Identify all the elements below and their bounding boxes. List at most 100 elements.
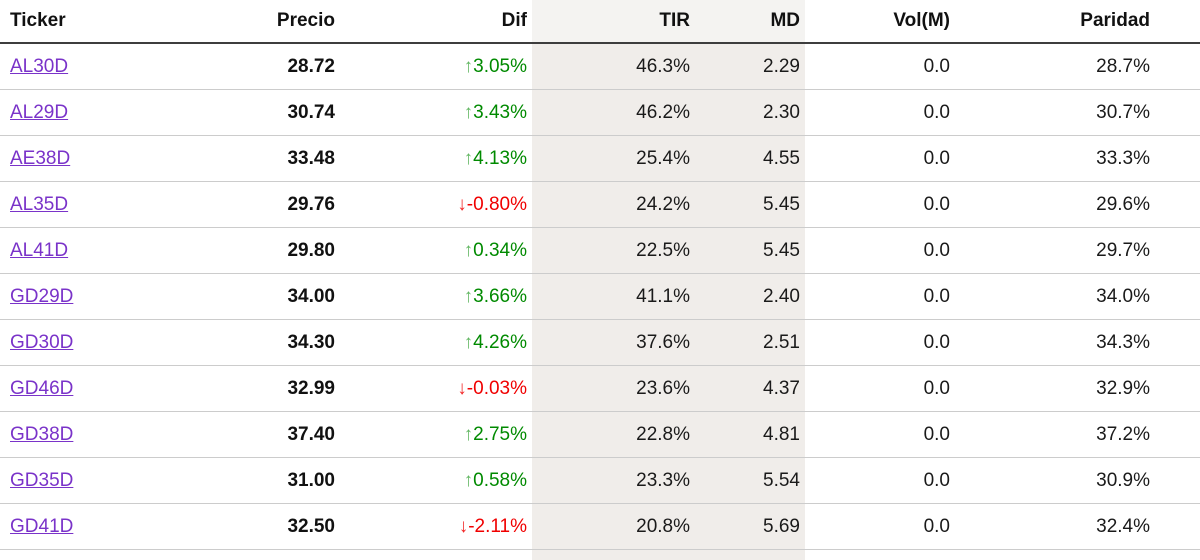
cell-paridad: 30.9% [955, 457, 1155, 504]
dif-value: 3.43% [473, 101, 527, 123]
partial-cell [805, 550, 955, 560]
row-filler [1155, 457, 1200, 504]
cell-dif: ↑2.75% [340, 411, 532, 458]
cell-precio: 34.00 [190, 273, 340, 320]
cell-vol: 0.0 [805, 43, 955, 90]
cell-paridad: 29.6% [955, 181, 1155, 228]
up-arrow-icon: ↑ [463, 285, 474, 307]
partial-cell [1155, 550, 1200, 560]
partial-cell [0, 550, 190, 560]
table-row-gd46d: GD46D 32.99 ↓-0.03% 23.6% 4.37 0.0 32.9% [0, 365, 1200, 412]
cell-paridad: 34.0% [955, 273, 1155, 320]
column-header-ticker: Ticker [0, 0, 190, 44]
column-header-vol: Vol(M) [805, 0, 955, 44]
ticker-link-gd30d[interactable]: GD30D [10, 331, 74, 353]
cell-md: 4.81 [695, 411, 805, 458]
dif-value: 0.58% [473, 469, 527, 491]
cell-paridad: 34.3% [955, 319, 1155, 366]
cell-vol: 0.0 [805, 365, 955, 412]
cell-ticker: AL35D [0, 181, 190, 228]
partial-cell [955, 550, 1155, 560]
cell-vol: 0.0 [805, 89, 955, 136]
ticker-link-gd46d[interactable]: GD46D [10, 377, 74, 399]
dif-value: 3.66% [473, 285, 527, 307]
cell-md: 5.54 [695, 457, 805, 504]
cell-ticker: GD38D [0, 411, 190, 458]
down-arrow-icon: ↓ [458, 515, 469, 537]
header-filler [1155, 0, 1200, 44]
cell-tir: 22.8% [532, 411, 695, 458]
ticker-link-gd41d[interactable]: GD41D [10, 515, 74, 537]
row-filler [1155, 181, 1200, 228]
cell-tir: 46.3% [532, 43, 695, 90]
cell-tir: 41.1% [532, 273, 695, 320]
ticker-link-al35d[interactable]: AL35D [10, 193, 69, 215]
up-arrow-icon: ↑ [463, 331, 474, 353]
cell-paridad: 28.7% [955, 43, 1155, 90]
ticker-link-gd38d[interactable]: GD38D [10, 423, 74, 445]
row-filler [1155, 273, 1200, 320]
column-header-paridad: Paridad [955, 0, 1155, 44]
cell-md: 5.45 [695, 227, 805, 274]
ticker-link-ae38d[interactable]: AE38D [10, 147, 71, 169]
partial-cell [340, 550, 532, 560]
cell-vol: 0.0 [805, 319, 955, 366]
cell-paridad: 37.2% [955, 411, 1155, 458]
cell-paridad: 29.7% [955, 227, 1155, 274]
ticker-link-gd35d[interactable]: GD35D [10, 469, 74, 491]
dif-value: 2.75% [473, 423, 527, 445]
cell-paridad: 33.3% [955, 135, 1155, 182]
table-row-al35d: AL35D 29.76 ↓-0.80% 24.2% 5.45 0.0 29.6% [0, 181, 1200, 228]
cell-precio: 32.99 [190, 365, 340, 412]
dif-value: 0.34% [473, 239, 527, 261]
cell-tir: 24.2% [532, 181, 695, 228]
row-filler [1155, 503, 1200, 550]
up-arrow-icon: ↑ [463, 239, 474, 261]
up-arrow-icon: ↑ [463, 147, 474, 169]
cell-dif: ↑0.58% [340, 457, 532, 504]
cell-ticker: AL41D [0, 227, 190, 274]
cell-precio: 37.40 [190, 411, 340, 458]
row-filler [1155, 43, 1200, 90]
cell-tir: 20.8% [532, 503, 695, 550]
ticker-link-al41d[interactable]: AL41D [10, 239, 69, 261]
cell-dif: ↑4.26% [340, 319, 532, 366]
cell-tir: 23.6% [532, 365, 695, 412]
down-arrow-icon: ↓ [457, 377, 467, 399]
cell-ticker: AL30D [0, 43, 190, 90]
cell-tir: 22.5% [532, 227, 695, 274]
table-row-al29d: AL29D 30.74 ↑3.43% 46.2% 2.30 0.0 30.7% [0, 89, 1200, 136]
cell-vol: 0.0 [805, 227, 955, 274]
ticker-link-gd29d[interactable]: GD29D [10, 285, 74, 307]
partial-cell [190, 550, 340, 560]
cell-precio: 33.48 [190, 135, 340, 182]
dif-value: -2.11% [468, 515, 527, 537]
cell-md: 4.55 [695, 135, 805, 182]
down-arrow-icon: ↓ [457, 193, 467, 215]
partial-cell [532, 549, 695, 560]
cell-precio: 34.30 [190, 319, 340, 366]
cell-precio: 31.00 [190, 457, 340, 504]
cell-tir: 23.3% [532, 457, 695, 504]
row-filler [1155, 411, 1200, 458]
cell-ticker: GD30D [0, 319, 190, 366]
cell-md: 2.40 [695, 273, 805, 320]
cell-precio: 29.80 [190, 227, 340, 274]
cell-ticker: GD29D [0, 273, 190, 320]
cell-vol: 0.0 [805, 411, 955, 458]
cell-ticker: GD41D [0, 503, 190, 550]
ticker-link-al30d[interactable]: AL30D [10, 55, 69, 77]
cell-ticker: GD35D [0, 457, 190, 504]
cell-dif: ↑3.43% [340, 89, 532, 136]
cell-md: 2.51 [695, 319, 805, 366]
cell-tir: 37.6% [532, 319, 695, 366]
dif-value: 4.26% [473, 331, 527, 353]
dif-value: 4.13% [473, 147, 527, 169]
column-header-precio: Precio [190, 0, 340, 44]
cell-vol: 0.0 [805, 457, 955, 504]
cell-md: 2.30 [695, 89, 805, 136]
dif-value: -0.03% [466, 377, 527, 399]
ticker-link-al29d[interactable]: AL29D [10, 101, 69, 123]
column-header-dif: Dif [340, 0, 532, 44]
